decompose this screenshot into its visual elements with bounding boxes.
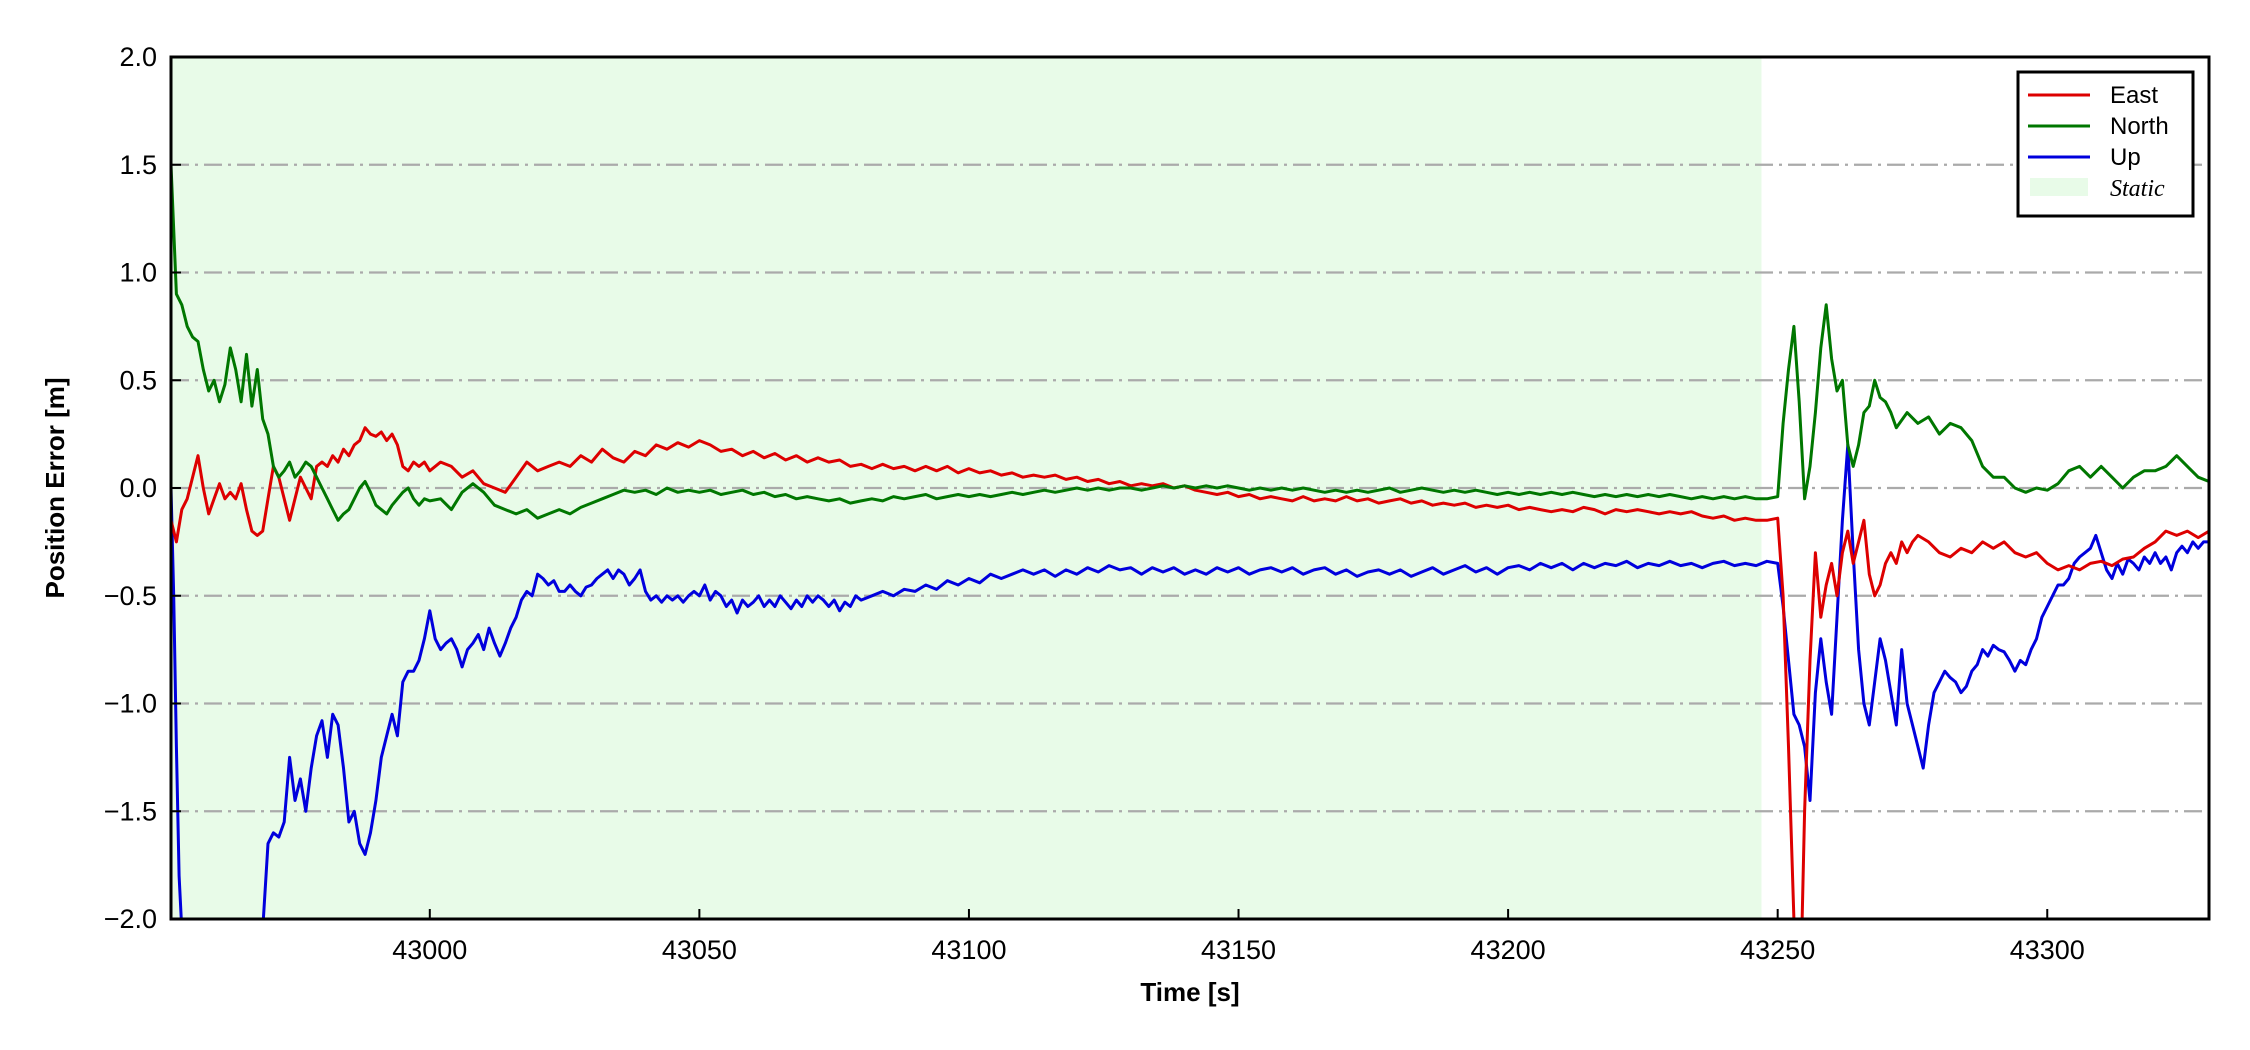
y-tick-label: 1.5	[119, 150, 157, 180]
y-tick-label: −0.5	[104, 581, 157, 611]
y-tick-label: −1.0	[104, 689, 157, 719]
x-tick-label: 43050	[662, 935, 737, 965]
y-axis-ticks: −2.0 −1.5 −1.0 −0.5 0.0 0.5 1.0 1.5 2.0	[104, 42, 181, 934]
legend-static-label: Static	[2110, 176, 2165, 202]
x-tick-label: 43000	[392, 935, 467, 965]
y-tick-label: 0.5	[119, 365, 157, 395]
series-line-up	[171, 443, 2209, 919]
x-tick-label: 43250	[1740, 935, 1815, 965]
x-axis-ticks: 43000 43050 43100 43150 43200 43250 43300	[392, 909, 2085, 965]
x-tick-label: 43200	[1471, 935, 1546, 965]
x-tick-label: 43150	[1201, 935, 1276, 965]
series-line-east	[171, 426, 2209, 919]
series-lines	[171, 164, 2209, 919]
y-tick-label: 2.0	[119, 42, 157, 72]
x-tick-label: 43100	[931, 935, 1006, 965]
y-gridlines	[171, 163, 2209, 813]
legend: East North Up Static	[2016, 70, 2195, 218]
legend-up-label: Up	[2110, 144, 2141, 171]
legend-north-label: North	[2110, 113, 2169, 140]
y-tick-label: 1.0	[119, 258, 157, 288]
legend-east-label: East	[2110, 82, 2158, 109]
series-line-north	[171, 164, 2209, 522]
y-tick-label: −1.5	[104, 796, 157, 826]
legend-static-swatch	[2030, 178, 2088, 196]
y-axis-title: Position Error [m]	[40, 377, 70, 598]
y-tick-label: −2.0	[104, 904, 157, 934]
x-tick-label: 43300	[2010, 935, 2085, 965]
x-axis-title: Time [s]	[1140, 977, 1239, 1007]
y-tick-label: 0.0	[119, 473, 157, 503]
